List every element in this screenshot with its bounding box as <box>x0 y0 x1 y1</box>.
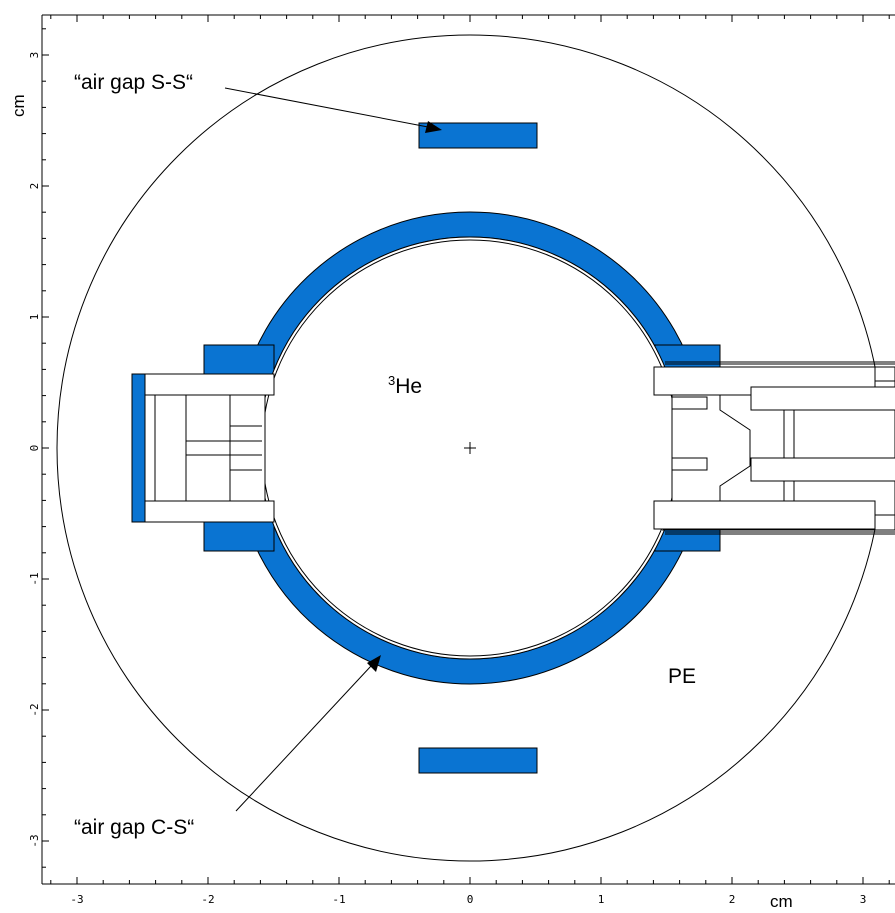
x-axis-unit: cm <box>770 892 793 911</box>
label-he3-element: He <box>395 375 422 398</box>
y-tick-label: 1 <box>28 314 41 321</box>
air-gap-bar-top <box>418 122 538 149</box>
label-pe: PE <box>668 665 696 688</box>
x-tick-label: -2 <box>201 893 214 906</box>
air-gap-bar-bottom <box>418 747 538 774</box>
y-tick-label: 0 <box>28 445 41 452</box>
y-tick-label: 2 <box>28 183 41 190</box>
y-tick-label: -2 <box>28 703 41 716</box>
arrow-air-gap-cs <box>235 655 381 812</box>
label-he3: 3He <box>388 373 422 398</box>
x-tick-label: 3 <box>860 893 867 906</box>
absorber-strip-left <box>131 373 146 523</box>
left-connector <box>131 373 275 523</box>
x-tick-label: -1 <box>332 893 345 906</box>
right-connector <box>653 361 895 535</box>
x-tick-label: 2 <box>729 893 736 906</box>
label-air-gap-ss: “air gap S-S“ <box>74 71 193 94</box>
y-axis-unit: cm <box>9 94 28 117</box>
center-crosshair <box>464 442 476 454</box>
y-tick-label: -3 <box>28 834 41 847</box>
x-tick-label: 0 <box>467 893 474 906</box>
x-tick-label: 1 <box>598 893 605 906</box>
y-tick-label: -1 <box>28 572 41 585</box>
arrow-air-gap-ss <box>224 87 442 133</box>
axis-ticks: -3 -2 -1 0 1 2 3 3 2 1 0 -1 -2 -3 <box>28 15 890 906</box>
x-tick-label: -3 <box>70 893 83 906</box>
label-air-gap-cs: “air gap C-S“ <box>74 816 194 839</box>
y-tick-label: 3 <box>28 52 41 59</box>
label-he3-mass: 3 <box>388 373 395 388</box>
